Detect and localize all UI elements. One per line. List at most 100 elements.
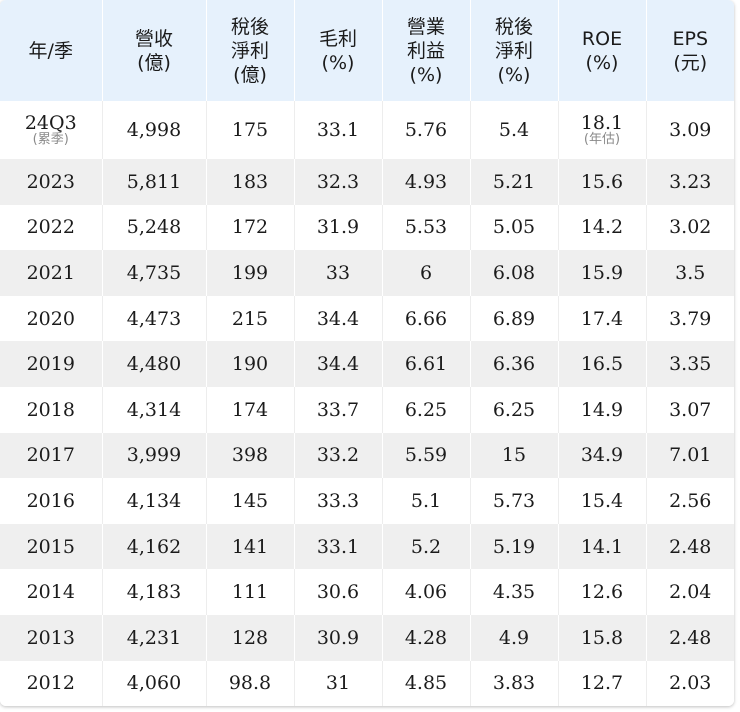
cell-gross-margin: 34.4: [294, 295, 383, 342]
header-text: (億): [137, 51, 171, 74]
cell-net-margin: 6.08: [470, 250, 559, 296]
cell-net-margin: 5.19: [470, 523, 559, 570]
cell-period: 2013: [0, 614, 103, 661]
header-row: 年/季 營收 (億) 稅後 淨利 (億) 毛利 (%) 營業 利益 (%) 稅後 淨利 (%) ROE (%)…: [0, 0, 734, 101]
cell-revenue: 4,314: [102, 386, 207, 433]
cell-value: 3.35: [669, 353, 712, 376]
header-operating-margin: 營業 利益 (%): [382, 0, 471, 101]
cell-net-margin: 4.9: [470, 614, 559, 661]
cell-value: 32.3: [316, 170, 360, 193]
cell-value: 5.59: [404, 444, 448, 467]
cell-roe: 15.9: [558, 250, 647, 296]
cell-period: 2014: [0, 569, 103, 615]
cell-value: 5.19: [492, 535, 536, 558]
cell-net-margin: 5.4: [470, 101, 559, 159]
cell-value: 174: [231, 398, 269, 421]
cell-net-income: 141: [206, 523, 295, 570]
cell-value: 3,999: [126, 444, 182, 467]
table-row: 2013 4,231 128 30.9 4.28 4.9 15.8 2.48: [0, 614, 734, 661]
cell-eps: 2.04: [646, 569, 734, 615]
cell-eps: 2.03: [646, 660, 734, 706]
cell-roe: 15.8: [558, 614, 647, 661]
cell-revenue: 4,183: [102, 569, 207, 615]
cell-period: 2021: [0, 250, 103, 296]
cell-period: 2023: [0, 159, 103, 205]
cell-value: 6.89: [492, 307, 536, 330]
cell-value: 2.48: [669, 535, 712, 558]
cell-operating-margin: 5.53: [382, 204, 471, 251]
cell-note: (累季): [32, 132, 69, 147]
cell-net-margin: 5.73: [470, 478, 559, 524]
cell-value: 12.6: [580, 581, 624, 604]
cell-value: 175: [231, 119, 269, 141]
cell-revenue: 3,999: [102, 432, 207, 479]
cell-net-margin: 6.36: [470, 341, 559, 387]
cell-value: 34.9: [580, 444, 624, 467]
cell-roe: 12.7: [558, 660, 647, 706]
header-text: 利益: [406, 39, 445, 62]
header-text: 淨利: [494, 39, 533, 62]
cell-value: 31.9: [316, 216, 360, 239]
table-header: 年/季 營收 (億) 稅後 淨利 (億) 毛利 (%) 營業 利益 (%) 稅後 淨利 (%) ROE (%)…: [0, 0, 734, 101]
header-text: (元): [673, 51, 708, 74]
cell-net-margin: 6.25: [470, 386, 559, 433]
cell-value: 4,998: [126, 119, 182, 141]
cell-value: 2015: [26, 535, 75, 558]
cell-net-income: 172: [206, 204, 295, 251]
header-text: 營業: [406, 15, 445, 38]
cell-value: 3.09: [669, 119, 712, 141]
cell-value: 4,060: [126, 672, 182, 695]
cell-value: 18.1: [580, 112, 624, 134]
cell-value: 34.4: [316, 353, 360, 376]
table-row: 2019 4,480 190 34.4 6.61 6.36 16.5 3.35: [0, 341, 734, 387]
cell-roe: 14.2: [558, 204, 647, 251]
header-text: 營收: [134, 27, 173, 50]
cell-value: 30.6: [316, 581, 360, 604]
cell-operating-margin: 6.66: [382, 295, 471, 342]
cell-revenue: 4,480: [102, 341, 207, 387]
cell-value: 4.9: [498, 626, 530, 649]
table-row: 24Q3 (累季) 4,998 175 33.1 5.76 5.4 18.1 (年估) 3.09: [0, 101, 734, 159]
cell-value: 3.02: [669, 216, 712, 239]
cell-net-margin: 3.83: [470, 660, 559, 706]
cell-eps: 2.56: [646, 478, 734, 524]
cell-value: 4,735: [126, 261, 182, 284]
cell-value: 2.04: [669, 581, 712, 604]
cell-value: 14.1: [580, 535, 624, 558]
cell-value: 5.05: [492, 216, 536, 239]
cell-operating-margin: 6: [382, 250, 471, 296]
cell-revenue: 4,162: [102, 523, 207, 570]
cell-note: (年估): [583, 132, 621, 147]
header-text: (億): [233, 63, 267, 86]
cell-value: 4,473: [126, 307, 182, 330]
cell-value: 33.7: [316, 398, 360, 421]
header-text: 稅後: [494, 15, 533, 38]
cell-eps: 3.5: [646, 250, 734, 296]
cell-gross-margin: 33.3: [294, 478, 383, 524]
cell-period: 2015: [0, 523, 103, 570]
cell-value: 4.93: [404, 170, 448, 193]
cell-eps: 3.09: [646, 101, 734, 159]
cell-net-margin: 4.35: [470, 569, 559, 615]
cell-value: 33: [325, 261, 351, 284]
cell-value: 6.25: [492, 398, 536, 421]
cell-value: 33.2: [316, 444, 360, 467]
cell-eps: 3.79: [646, 295, 734, 342]
cell-gross-margin: 31.9: [294, 204, 383, 251]
cell-value: 5.2: [410, 535, 442, 558]
cell-value: 128: [231, 626, 269, 649]
cell-value: 2012: [26, 672, 75, 695]
cell-net-margin: 6.89: [470, 295, 559, 342]
cell-roe: 17.4: [558, 295, 647, 342]
header-text: (%): [321, 51, 355, 74]
cell-value: 16.5: [580, 353, 624, 376]
table-row: 2012 4,060 98.8 31 4.85 3.83 12.7 2.03: [0, 660, 734, 706]
cell-net-income: 190: [206, 341, 295, 387]
cell-value: 4,183: [126, 581, 182, 604]
cell-eps: 7.01: [646, 432, 734, 479]
cell-gross-margin: 33: [294, 250, 383, 296]
cell-value: 2017: [26, 444, 75, 467]
cell-roe: 18.1 (年估): [558, 101, 647, 159]
cell-net-margin: 5.21: [470, 159, 559, 205]
